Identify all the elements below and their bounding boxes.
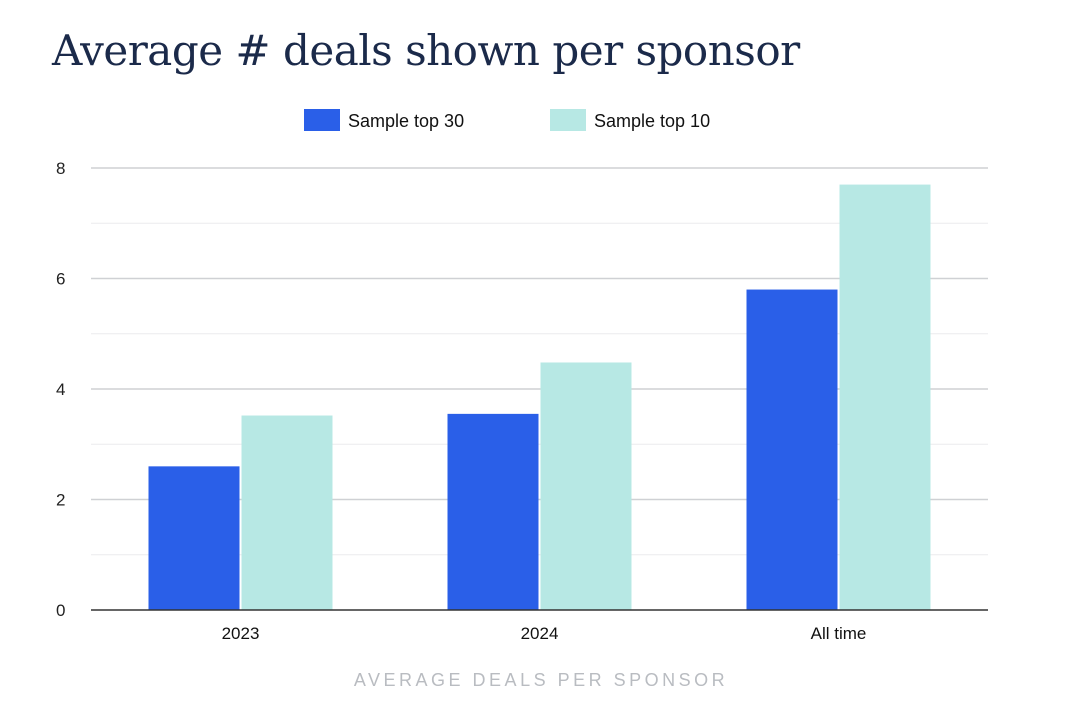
bar-sample-top-30-2023 bbox=[148, 466, 240, 610]
x-tick-label: All time bbox=[811, 624, 867, 643]
x-tick-label: 2023 bbox=[222, 624, 260, 643]
y-tick-label: 0 bbox=[56, 601, 65, 620]
y-tick-label: 2 bbox=[56, 491, 65, 510]
bars bbox=[148, 184, 931, 610]
legend-swatch bbox=[550, 109, 586, 131]
chart-title: Average # deals shown per sponsor bbox=[52, 26, 800, 75]
x-tick-label: 2024 bbox=[521, 624, 559, 643]
x-tick-labels: 2023 2024 All time bbox=[222, 624, 867, 643]
legend-label: Sample top 30 bbox=[348, 111, 464, 131]
y-tick-labels: 0 2 4 6 8 bbox=[56, 159, 65, 620]
bar-sample-top-10-2023 bbox=[241, 415, 333, 610]
bar-sample-top-30-2024 bbox=[447, 413, 539, 610]
bar-sample-top-30-all-time bbox=[746, 289, 838, 610]
bar-sample-top-10-2024 bbox=[540, 362, 632, 610]
legend-swatch bbox=[304, 109, 340, 131]
legend: Sample top 30 Sample top 10 bbox=[304, 109, 710, 131]
y-tick-label: 4 bbox=[56, 380, 65, 399]
x-axis-label: AVERAGE DEALS PER SPONSOR bbox=[354, 670, 728, 690]
bar-sample-top-10-all-time bbox=[839, 184, 931, 610]
y-tick-label: 6 bbox=[56, 270, 65, 289]
y-tick-label: 8 bbox=[56, 159, 65, 178]
legend-label: Sample top 10 bbox=[594, 111, 710, 131]
gridlines bbox=[91, 167, 988, 556]
